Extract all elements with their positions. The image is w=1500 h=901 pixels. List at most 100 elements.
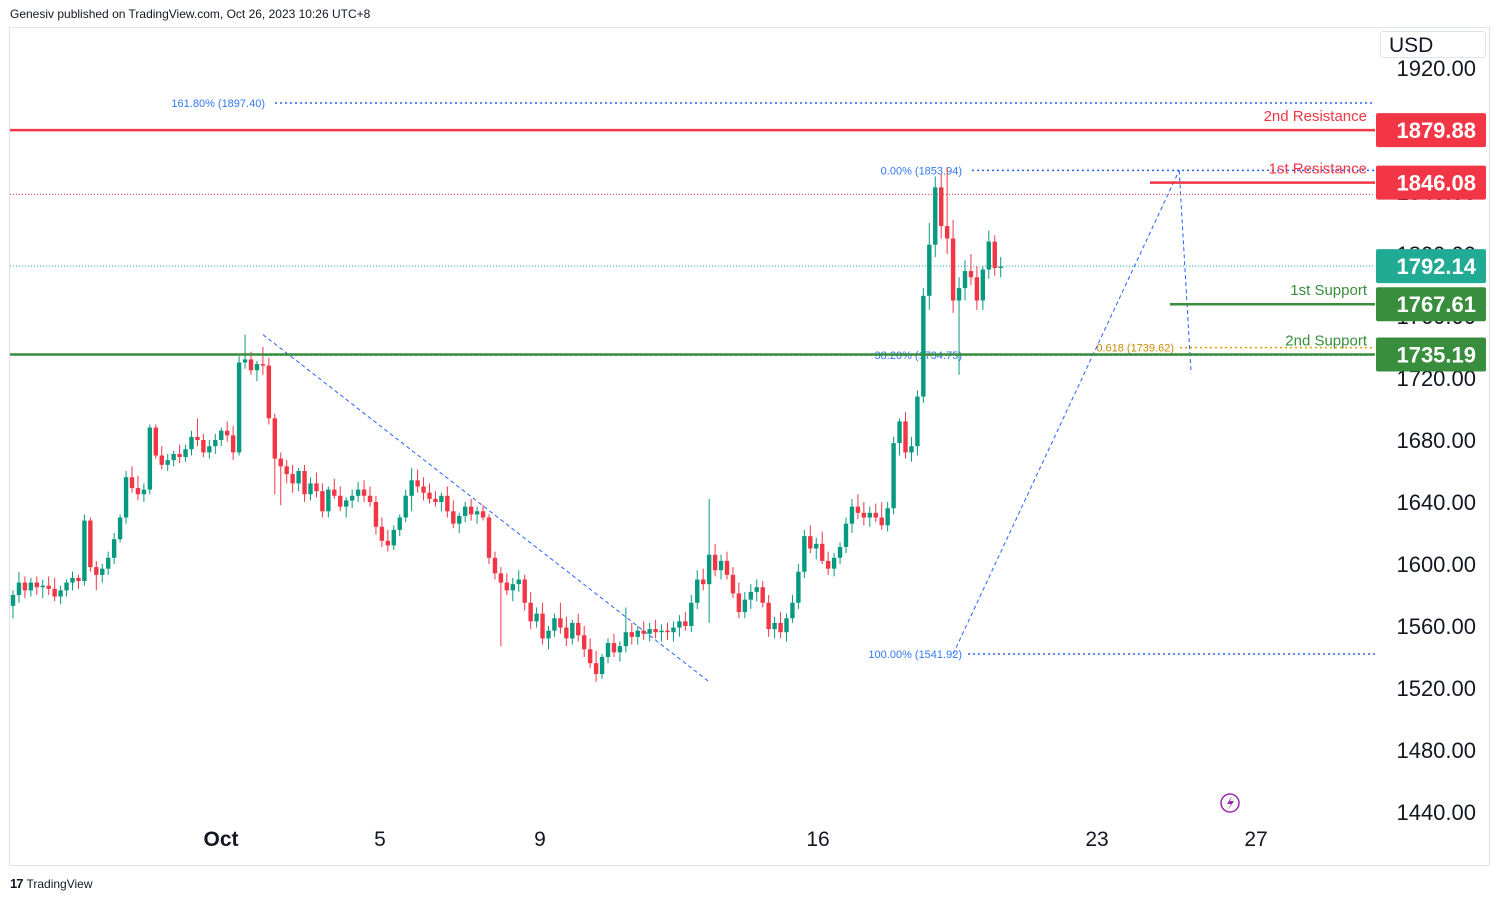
- candle-body: [177, 453, 182, 458]
- candle-body: [629, 632, 634, 637]
- price-tick-label: 1920.00: [1396, 56, 1476, 81]
- candle-body: [540, 613, 545, 639]
- candle-body: [88, 520, 93, 568]
- candle-body: [998, 266, 1003, 268]
- price-tick-label: 1680.00: [1396, 428, 1476, 453]
- candle-body: [927, 244, 932, 296]
- candle-body: [76, 577, 81, 582]
- candle-body: [123, 477, 129, 518]
- currency-selector[interactable]: USD: [1380, 31, 1486, 58]
- candle-body: [451, 511, 456, 524]
- candle-body: [40, 585, 45, 588]
- candle-body: [213, 440, 218, 447]
- candle-body: [933, 187, 938, 245]
- footer: 17 TradingView: [10, 876, 93, 891]
- time-axis: Oct 5 9 16 23 27: [203, 828, 1267, 851]
- footer-logo-text: TradingView: [26, 876, 93, 891]
- trend-line: [952, 170, 1180, 655]
- publisher-line: Genesiv published on TradingView.com, Oc…: [10, 7, 371, 21]
- candle-body: [332, 489, 337, 496]
- price-badges: 1879.88 1846.08 1767.61 1735.19 1792.14: [1376, 113, 1486, 372]
- candle-body: [802, 536, 807, 572]
- candle-body: [52, 588, 57, 597]
- candle-body: [147, 427, 153, 490]
- candle-body: [296, 471, 301, 484]
- candle-body: [290, 474, 295, 484]
- candle-body: [552, 618, 557, 631]
- candle-body: [135, 488, 141, 495]
- candle-body: [748, 591, 753, 600]
- candle-body: [956, 288, 962, 301]
- candle-body: [165, 460, 170, 465]
- candle-body: [34, 582, 39, 588]
- resistance-2-label: 2nd Resistance: [1264, 108, 1367, 125]
- candle-body: [111, 539, 117, 558]
- candle-body: [891, 443, 896, 509]
- candle-body: [909, 446, 914, 453]
- candle-body: [986, 241, 991, 270]
- candle-body: [141, 489, 147, 495]
- candle-body: [46, 585, 51, 589]
- candle-body: [754, 587, 759, 592]
- candle-body: [903, 421, 908, 453]
- candle-body: [766, 602, 771, 630]
- candle-body: [611, 643, 617, 653]
- support-1-label: 1st Support: [1290, 282, 1368, 299]
- candle-body: [665, 630, 670, 633]
- resistance-1-label: 1st Resistance: [1269, 161, 1367, 178]
- candle-body: [587, 649, 593, 664]
- last-price-badge: [1376, 249, 1486, 284]
- resistance-2-badge: [1376, 113, 1486, 148]
- candle-body: [837, 546, 843, 558]
- candle-body: [397, 517, 402, 530]
- candle-body: [772, 622, 777, 630]
- candle-body: [171, 453, 176, 461]
- fib-level-label: 0.00% (1853.94): [881, 165, 962, 177]
- candle-body: [159, 455, 164, 465]
- candle-body: [373, 502, 379, 527]
- candle-body: [570, 622, 575, 639]
- candle-body: [778, 622, 783, 633]
- candle-body: [736, 593, 742, 613]
- candle-body: [189, 436, 194, 450]
- candle-body: [70, 577, 75, 583]
- candle-body: [528, 602, 533, 622]
- candle-body: [617, 646, 623, 653]
- candle-body: [421, 486, 426, 493]
- candle-body: [28, 582, 34, 591]
- candle-body: [16, 582, 22, 595]
- candle-body: [760, 587, 765, 603]
- candle-body: [314, 483, 319, 492]
- resistance-1-badge: [1376, 165, 1486, 200]
- candle-body: [974, 277, 980, 301]
- candle-body: [207, 446, 212, 453]
- candle-body: [82, 520, 87, 582]
- candle-body: [463, 506, 468, 516]
- candle-body: [195, 436, 200, 440]
- fib-level-label: 100.00% (1541.92): [868, 649, 962, 661]
- candle-body: [468, 506, 474, 515]
- lightning-icon[interactable]: [1220, 793, 1240, 813]
- candle-body: [480, 511, 486, 518]
- candle-body: [980, 269, 986, 301]
- candle-body: [498, 573, 504, 583]
- fib-level-label: 161.80% (1897.40): [171, 98, 265, 110]
- candle-body: [962, 271, 968, 289]
- levels-layer: 2nd Resistance 1st Resistance 1st Support 2…: [10, 108, 1375, 356]
- candle-body: [367, 495, 373, 502]
- candle-body: [605, 643, 611, 657]
- candle-body: [647, 629, 652, 634]
- candle-body: [201, 440, 206, 453]
- candle-body: [457, 515, 462, 524]
- support-2-badge-text: 1735.19: [1396, 342, 1476, 367]
- chart-frame: [9, 27, 1490, 866]
- candle-body: [623, 632, 629, 647]
- candle-body: [992, 241, 997, 268]
- candle-body: [385, 540, 391, 546]
- candle-body: [486, 517, 492, 558]
- candle-body: [683, 621, 688, 626]
- candle-body: [64, 582, 69, 591]
- candle-body: [10, 595, 16, 606]
- candle-body: [474, 511, 480, 515]
